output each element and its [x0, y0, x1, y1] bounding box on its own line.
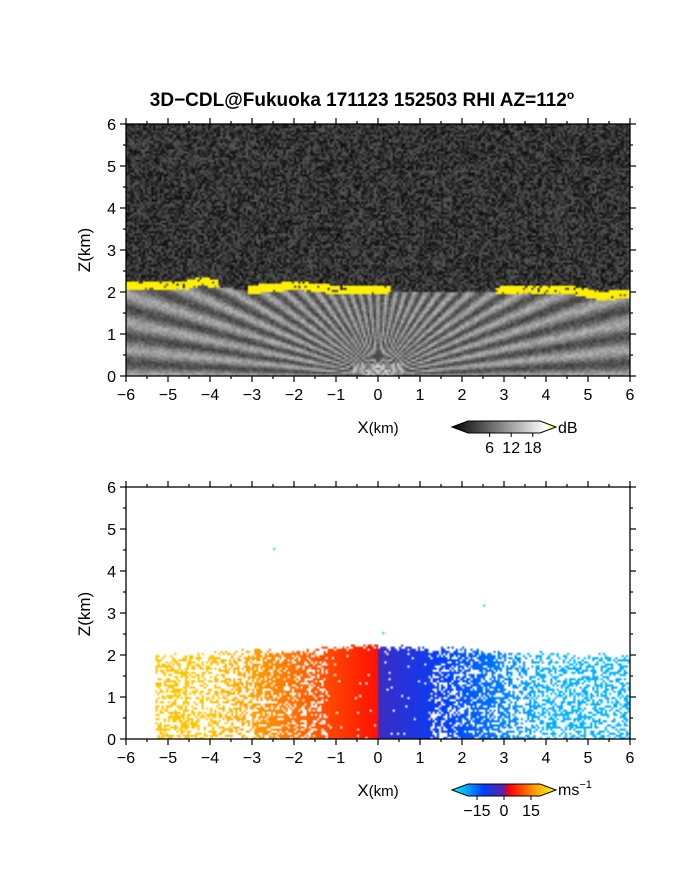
y-tick-label: 6: [107, 480, 116, 497]
x-tick-label: −4: [201, 750, 219, 767]
x-tick-label: 2: [458, 750, 467, 767]
velocity-x-axis-label: X(km): [357, 781, 398, 800]
colorbar-tick-label: 15: [522, 803, 540, 820]
x-tick-label: 1: [416, 750, 425, 767]
degree-mark: o: [567, 88, 574, 102]
y-tick-label: 1: [107, 690, 116, 707]
x-tick-label: −5: [159, 750, 177, 767]
x-tick-label: 3: [500, 387, 509, 404]
y-tick-label: 4: [107, 201, 116, 218]
y-tick-label: 5: [107, 159, 116, 176]
x-tick-label: −2: [285, 387, 303, 404]
backscatter-y-tick-labels: 0 1 2 3 4 5 6: [107, 117, 116, 386]
backscatter-axis-ticks: [120, 118, 636, 382]
x-tick-label: 0: [374, 387, 383, 404]
x-tick-label: −5: [159, 387, 177, 404]
x-tick-label: −6: [117, 750, 135, 767]
velocity-colorbar-bar: [450, 783, 558, 797]
x-tick-label: −6: [117, 387, 135, 404]
y-tick-label: 4: [107, 564, 116, 581]
y-tick-label: 6: [107, 117, 116, 134]
x-tick-label: 1: [416, 387, 425, 404]
backscatter-colorbar-ticks: 6 12 18: [485, 433, 542, 457]
x-tick-label: 0: [374, 750, 383, 767]
colorbar-tick-label: −15: [463, 803, 490, 820]
backscatter-colorbar: dB 6 12 18: [450, 420, 578, 457]
x-tick-label: −3: [243, 387, 261, 404]
x-tick-label: −1: [327, 387, 345, 404]
x-tick-label: −4: [201, 387, 219, 404]
x-tick-label: 6: [626, 387, 635, 404]
y-tick-label: 3: [107, 606, 116, 623]
backscatter-colorbar-bar: [450, 420, 558, 434]
velocity-x-tick-labels: −6 −5 −4 −3 −2 −1 0 1 2 3 4 5 6: [117, 750, 635, 767]
y-tick-label: 0: [107, 732, 116, 749]
backscatter-heatmap: [126, 124, 630, 376]
velocity-colorbar-ticks: −15 0 15: [463, 796, 540, 820]
x-tick-label: 6: [626, 750, 635, 767]
backscatter-y-axis-label: Z(km): [75, 228, 94, 272]
colorbar-tick-label: 0: [500, 803, 509, 820]
x-tick-label: −3: [243, 750, 261, 767]
y-tick-label: 3: [107, 243, 116, 260]
colorbar-tick-label: 18: [524, 440, 542, 457]
colorbar-tick-label: 6: [485, 440, 494, 457]
velocity-colorbar: ms−1 −15 0 15: [450, 779, 592, 820]
velocity-y-tick-labels: 0 1 2 3 4 5 6: [107, 480, 116, 749]
velocity-colorbar-unit: ms−1: [558, 779, 592, 799]
y-tick-label: 1: [107, 327, 116, 344]
x-tick-label: 4: [542, 750, 551, 767]
y-tick-label: 2: [107, 648, 116, 665]
x-tick-label: −2: [285, 750, 303, 767]
backscatter-x-axis-label: X(km): [357, 418, 398, 437]
x-tick-label: 2: [458, 387, 467, 404]
figure-title: 3D−CDL@Fukuoka 171123 152503 RHI AZ=112o: [150, 88, 574, 111]
x-tick-label: 3: [500, 750, 509, 767]
y-tick-label: 0: [107, 369, 116, 386]
x-tick-label: 5: [584, 750, 593, 767]
colorbar-tick-label: 12: [502, 440, 520, 457]
velocity-heatmap: [126, 487, 630, 739]
backscatter-x-tick-labels: −6 −5 −4 −3 −2 −1 0 1 2 3 4 5 6: [117, 387, 635, 404]
y-tick-label: 5: [107, 522, 116, 539]
x-tick-label: 5: [584, 387, 593, 404]
backscatter-colorbar-unit: dB: [558, 420, 578, 437]
x-tick-label: 4: [542, 387, 551, 404]
velocity-y-axis-label: Z(km): [75, 592, 94, 636]
y-tick-label: 2: [107, 285, 116, 302]
velocity-axis-ticks: [120, 481, 636, 745]
x-tick-label: −1: [327, 750, 345, 767]
